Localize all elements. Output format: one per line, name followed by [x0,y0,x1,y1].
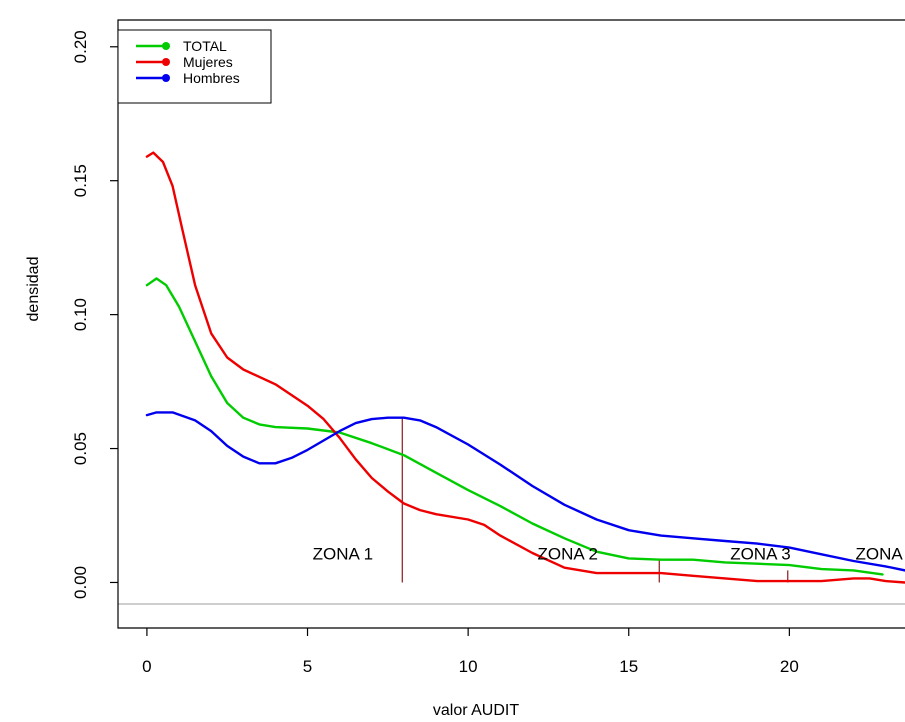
zone-labels: ZONA 1 ZONA 2 ZONA 3 ZONA 4 [313,545,905,564]
y-tick-label: 0.15 [71,164,90,197]
legend-label: TOTAL [183,38,227,54]
x-tick-label: 0 [142,657,151,676]
x-axis-title: valor AUDIT [433,702,519,719]
y-axis: 0.00 0.05 0.10 0.15 0.20 [71,30,118,599]
y-tick-label: 0.20 [71,30,90,63]
series-line-mujeres [145,151,905,584]
legend-swatch-dot [162,42,170,50]
legend-swatch-dot [162,74,170,82]
x-tick-label: 10 [459,657,478,676]
plot-frame [117,19,905,629]
legend-label: Hombres [183,70,240,86]
x-axis: 0 5 10 15 20 [142,628,799,676]
y-tick-label: 0.05 [71,432,90,465]
series-line-total [145,277,884,576]
density-curves [145,151,905,584]
x-tick-label: 15 [619,657,638,676]
zone-label: ZONA 1 [313,545,373,564]
legend-box [117,29,272,104]
y-tick-label: 0.00 [71,566,90,599]
x-tick-label: 20 [780,657,799,676]
x-tick-label: 5 [303,657,312,676]
zone-label: ZONA 2 [537,545,597,564]
legend-label: Mujeres [183,54,233,70]
legend-swatch-dot [162,58,170,66]
y-axis-title: densidad [25,257,42,322]
series-line-hombres [145,411,905,572]
zone-label: ZONA 3 [730,545,790,564]
zone-label: ZONA 4 [855,545,905,564]
y-tick-label: 0.10 [71,298,90,331]
